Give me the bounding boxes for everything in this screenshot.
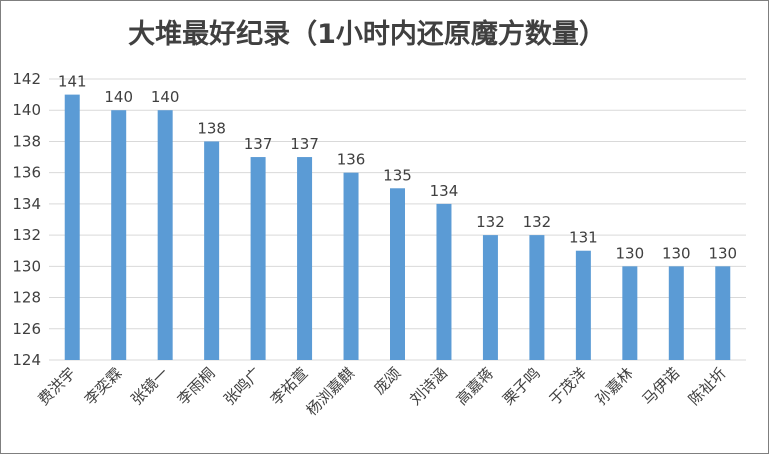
x-tick-label: 陈祉圻 [685,364,730,409]
y-axis-ticks: 124 126 128 130 132 134 136 138 140 142 [12,70,41,369]
y-tick-label: 138 [12,132,41,150]
x-tick-label: 庞颂 [370,364,404,398]
data-label: 137 [244,135,273,153]
bar [250,157,266,360]
bar [622,266,638,360]
bar [111,110,127,360]
bar [297,157,313,360]
x-tick-label: 费洪宇 [35,364,80,409]
data-label: 138 [197,119,226,137]
data-label: 132 [523,213,552,231]
data-label: 140 [151,88,180,106]
y-tick-label: 140 [12,101,41,119]
y-tick-label: 136 [12,164,41,182]
y-tick-label: 126 [12,320,41,338]
data-label: 136 [337,151,366,169]
chart-title: 大堆最好纪录（1小时内还原魔方数量） [128,18,606,50]
x-tick-label: 杨浏嘉麒 [303,364,358,419]
bars [64,94,731,360]
data-label: 141 [58,73,87,91]
data-label: 131 [569,229,598,247]
data-label: 130 [708,244,737,262]
x-tick-label: 于茂洋 [546,364,591,409]
x-tick-label: 李祐萱 [267,364,312,409]
x-tick-label: 高嘉蒋 [453,364,498,409]
data-label: 132 [476,213,505,231]
data-label: 140 [104,88,133,106]
bar [390,188,405,360]
data-label: 130 [662,244,691,262]
data-labels: 141 140 140 138 137 137 136 135 134 132 132 131 130 1… [58,73,737,263]
x-axis-ticks: 费洪宇 李奕霖 张镜一 李雨桐 张鸣广 李祐萱杨浏嘉麒 庞颂 刘诗涵 高嘉蒋 栗子鸣 于茂洋 孙嘉林马… [35,364,730,419]
data-label: 137 [290,135,319,153]
y-tick-label: 130 [12,257,41,275]
x-tick-label: 孙嘉林 [592,364,637,409]
y-tick-label: 134 [12,195,41,213]
x-tick-label: 李奕霖 [81,364,126,409]
x-tick-label: 马伊诺 [639,364,684,409]
bar [64,94,80,360]
bar [204,141,220,360]
bar [482,235,498,360]
bar [343,172,359,360]
bar [715,266,731,360]
x-tick-label: 李雨桐 [174,364,219,409]
bar [436,203,452,360]
bar [668,266,684,360]
x-tick-label: 栗子鸣 [499,364,544,409]
bar [529,235,545,360]
x-tick-label: 张鸣广 [220,364,265,409]
data-label: 130 [616,244,645,262]
y-tick-label: 132 [12,226,41,244]
bar [157,110,173,360]
data-label: 134 [430,182,459,200]
data-label: 135 [383,166,412,184]
y-tick-label: 128 [12,289,41,307]
x-tick-label: 刘诗涵 [406,364,451,409]
bar [575,250,591,360]
x-tick-label: 张镜一 [127,364,172,409]
y-tick-label: 142 [12,70,41,88]
y-tick-label: 124 [12,351,41,369]
